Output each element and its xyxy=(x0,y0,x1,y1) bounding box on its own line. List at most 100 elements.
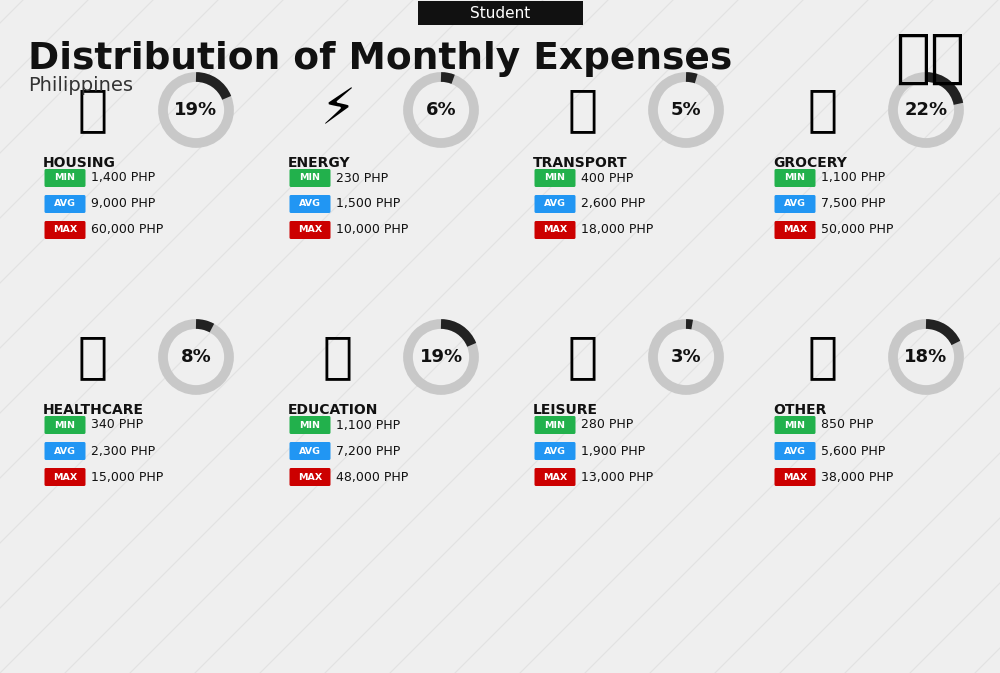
Text: MIN: MIN xyxy=(784,174,806,182)
Text: 38,000 PHP: 38,000 PHP xyxy=(821,470,893,483)
Text: 10,000 PHP: 10,000 PHP xyxy=(336,223,408,236)
Text: 6%: 6% xyxy=(426,101,456,119)
Text: Distribution of Monthly Expenses: Distribution of Monthly Expenses xyxy=(28,41,732,77)
Text: 1,100 PHP: 1,100 PHP xyxy=(821,172,885,184)
Text: 50,000 PHP: 50,000 PHP xyxy=(821,223,893,236)
Text: MIN: MIN xyxy=(54,421,76,429)
Text: 400 PHP: 400 PHP xyxy=(581,172,633,184)
FancyBboxPatch shape xyxy=(534,221,576,239)
Text: MAX: MAX xyxy=(53,225,77,234)
Text: 1,500 PHP: 1,500 PHP xyxy=(336,197,400,211)
Text: 19%: 19% xyxy=(419,348,463,366)
Text: 1,100 PHP: 1,100 PHP xyxy=(336,419,400,431)
FancyBboxPatch shape xyxy=(44,221,86,239)
FancyBboxPatch shape xyxy=(290,195,330,213)
FancyBboxPatch shape xyxy=(290,442,330,460)
FancyBboxPatch shape xyxy=(534,416,576,434)
Text: 🏢: 🏢 xyxy=(78,86,108,134)
Text: 48,000 PHP: 48,000 PHP xyxy=(336,470,408,483)
FancyBboxPatch shape xyxy=(534,195,576,213)
Text: MAX: MAX xyxy=(298,472,322,481)
FancyBboxPatch shape xyxy=(290,468,330,486)
FancyBboxPatch shape xyxy=(774,416,816,434)
Text: 2,600 PHP: 2,600 PHP xyxy=(581,197,645,211)
FancyBboxPatch shape xyxy=(290,416,330,434)
Text: AVG: AVG xyxy=(544,446,566,456)
Text: 18%: 18% xyxy=(904,348,948,366)
Text: EDUCATION: EDUCATION xyxy=(288,403,378,417)
FancyBboxPatch shape xyxy=(534,169,576,187)
Text: MAX: MAX xyxy=(783,225,807,234)
Text: 22%: 22% xyxy=(904,101,948,119)
Text: 18,000 PHP: 18,000 PHP xyxy=(581,223,653,236)
Text: AVG: AVG xyxy=(784,446,806,456)
Text: MIN: MIN xyxy=(544,421,566,429)
FancyBboxPatch shape xyxy=(290,169,330,187)
FancyBboxPatch shape xyxy=(534,442,576,460)
Text: MAX: MAX xyxy=(783,472,807,481)
Text: MIN: MIN xyxy=(544,174,566,182)
Text: Student: Student xyxy=(470,5,531,20)
Text: ENERGY: ENERGY xyxy=(288,156,351,170)
Text: Philippines: Philippines xyxy=(28,76,133,95)
FancyBboxPatch shape xyxy=(44,442,86,460)
Text: AVG: AVG xyxy=(54,446,76,456)
Text: AVG: AVG xyxy=(299,446,321,456)
Text: 13,000 PHP: 13,000 PHP xyxy=(581,470,653,483)
Text: 5%: 5% xyxy=(671,101,701,119)
Text: 9,000 PHP: 9,000 PHP xyxy=(91,197,155,211)
Text: 🚌: 🚌 xyxy=(568,86,598,134)
Text: 340 PHP: 340 PHP xyxy=(91,419,143,431)
FancyBboxPatch shape xyxy=(534,468,576,486)
Text: AVG: AVG xyxy=(784,199,806,209)
Text: 🇵🇭: 🇵🇭 xyxy=(895,30,965,87)
Text: 🏥: 🏥 xyxy=(78,333,108,381)
FancyBboxPatch shape xyxy=(774,221,816,239)
FancyBboxPatch shape xyxy=(774,169,816,187)
Text: 2,300 PHP: 2,300 PHP xyxy=(91,444,155,458)
FancyBboxPatch shape xyxy=(774,468,816,486)
Text: MAX: MAX xyxy=(298,225,322,234)
Text: MAX: MAX xyxy=(543,225,567,234)
Text: 850 PHP: 850 PHP xyxy=(821,419,873,431)
Text: 60,000 PHP: 60,000 PHP xyxy=(91,223,163,236)
Text: TRANSPORT: TRANSPORT xyxy=(533,156,628,170)
Text: AVG: AVG xyxy=(54,199,76,209)
Text: ⚡: ⚡ xyxy=(320,86,356,134)
Text: 7,200 PHP: 7,200 PHP xyxy=(336,444,400,458)
FancyBboxPatch shape xyxy=(290,221,330,239)
FancyBboxPatch shape xyxy=(44,416,86,434)
FancyBboxPatch shape xyxy=(44,468,86,486)
FancyBboxPatch shape xyxy=(774,195,816,213)
Text: 7,500 PHP: 7,500 PHP xyxy=(821,197,885,211)
Text: HOUSING: HOUSING xyxy=(43,156,116,170)
Text: 19%: 19% xyxy=(174,101,218,119)
Text: LEISURE: LEISURE xyxy=(533,403,598,417)
Text: 15,000 PHP: 15,000 PHP xyxy=(91,470,163,483)
Text: HEALTHCARE: HEALTHCARE xyxy=(43,403,144,417)
FancyBboxPatch shape xyxy=(44,169,86,187)
Text: 1,900 PHP: 1,900 PHP xyxy=(581,444,645,458)
Text: AVG: AVG xyxy=(299,199,321,209)
Text: 1,400 PHP: 1,400 PHP xyxy=(91,172,155,184)
Text: 💰: 💰 xyxy=(808,333,838,381)
Text: OTHER: OTHER xyxy=(773,403,826,417)
FancyBboxPatch shape xyxy=(418,1,583,25)
Text: 8%: 8% xyxy=(181,348,211,366)
Text: AVG: AVG xyxy=(544,199,566,209)
Text: MIN: MIN xyxy=(784,421,806,429)
FancyBboxPatch shape xyxy=(774,442,816,460)
Text: GROCERY: GROCERY xyxy=(773,156,847,170)
Text: 🛒: 🛒 xyxy=(808,86,838,134)
Text: MIN: MIN xyxy=(300,174,320,182)
Text: 230 PHP: 230 PHP xyxy=(336,172,388,184)
Text: MIN: MIN xyxy=(54,174,76,182)
Text: MAX: MAX xyxy=(53,472,77,481)
FancyBboxPatch shape xyxy=(44,195,86,213)
Text: MAX: MAX xyxy=(543,472,567,481)
Text: 280 PHP: 280 PHP xyxy=(581,419,633,431)
Text: MIN: MIN xyxy=(300,421,320,429)
Text: 5,600 PHP: 5,600 PHP xyxy=(821,444,885,458)
Text: 🛍️: 🛍️ xyxy=(568,333,598,381)
Text: 3%: 3% xyxy=(671,348,701,366)
